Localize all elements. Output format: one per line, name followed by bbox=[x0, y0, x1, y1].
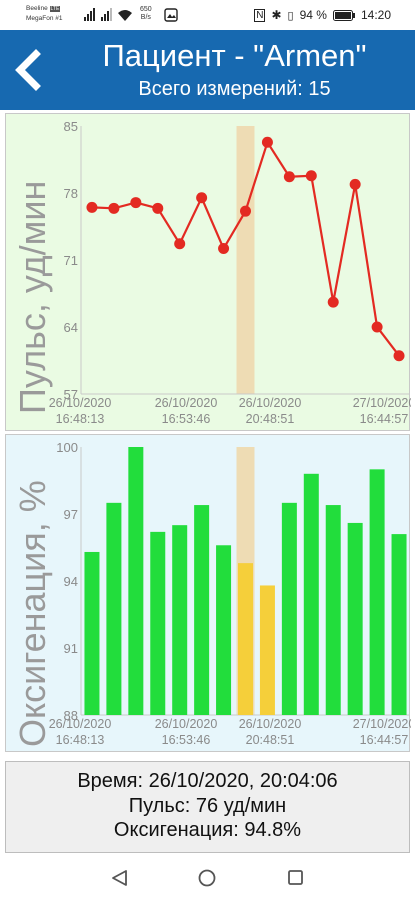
pulse-data-point bbox=[108, 202, 120, 214]
pulse-data-point bbox=[327, 296, 339, 308]
oxygenation-y-tick-label: 88 bbox=[64, 708, 78, 723]
speed-unit: B/s bbox=[140, 14, 151, 21]
network-speed: 650 B/s bbox=[140, 6, 152, 22]
pulse-y-axis-label: Пульс, уд/мин bbox=[12, 180, 53, 414]
clock: 14:20 bbox=[360, 8, 391, 22]
image-notification-icon bbox=[164, 8, 178, 22]
pulse-y-tick-label: 57 bbox=[64, 387, 78, 402]
measurement-info-box: Время: 26/10/2020, 20:04:06 Пульс: 76 уд… bbox=[5, 761, 410, 853]
measurement-count: Всего измерений: 15 bbox=[138, 78, 331, 100]
pulse-chart-panel[interactable]: Пульс, уд/мин 57 64 71 78 85 26/10/2020 16:48:… bbox=[5, 113, 415, 432]
oxygenation-bar bbox=[150, 531, 166, 715]
nfc-icon: N bbox=[254, 8, 266, 22]
speed-value: 650 bbox=[140, 6, 152, 13]
measurement-oxygenation: Оксигенация: 94.8% bbox=[113, 819, 302, 841]
oxygenation-x-tick-label: 27/10/2020 16:44:57 bbox=[353, 717, 411, 747]
pulse-x-tick-label: 26/10/2020 16:48:13 bbox=[49, 396, 112, 426]
status-bar: Beeline LTE MegaFon #1 650 B/s N ✱ ▯ 94 … bbox=[0, 0, 415, 30]
oxygenation-bar bbox=[303, 473, 319, 715]
oxygenation-y-axis-label: Оксигенация, % bbox=[12, 480, 53, 747]
pulse-data-point bbox=[218, 243, 230, 255]
carrier1-name: Beeline bbox=[26, 5, 48, 12]
oxygenation-bar bbox=[128, 447, 144, 715]
pulse-data-point bbox=[371, 321, 383, 333]
pulse-data-point bbox=[261, 136, 273, 148]
oxygenation-bar bbox=[259, 585, 275, 715]
oxygenation-bar bbox=[106, 502, 122, 715]
pulse-y-tick-label: 85 bbox=[64, 119, 78, 134]
status-right: N ✱ ▯ 94 % 14:20 bbox=[254, 8, 391, 22]
vibrate-icon: ▯ bbox=[287, 9, 294, 22]
oxygenation-bar bbox=[391, 534, 407, 715]
pulse-data-point bbox=[196, 192, 208, 204]
oxygenation-bar bbox=[281, 502, 297, 715]
oxygenation-bar bbox=[216, 545, 232, 715]
pulse-x-tick-label: 26/10/2020 20:48:51 bbox=[239, 396, 302, 426]
measurement-pulse: Пульс: 76 уд/мин bbox=[128, 794, 287, 817]
nav-recents-icon[interactable] bbox=[288, 870, 303, 885]
carrier2-name: MegaFon #1 bbox=[26, 15, 63, 22]
chevron-left-icon bbox=[15, 49, 41, 91]
pulse-data-point bbox=[393, 350, 405, 362]
oxygenation-bar bbox=[325, 505, 341, 715]
nav-back-icon[interactable] bbox=[112, 870, 127, 886]
nav-home-icon[interactable] bbox=[198, 869, 216, 887]
pulse-x-tick-label: 26/10/2020 16:53:46 bbox=[155, 396, 218, 426]
battery-icon bbox=[332, 9, 355, 21]
oxygenation-y-tick-label: 100 bbox=[56, 440, 78, 455]
oxygenation-x-tick-label: 26/10/2020 16:48:13 bbox=[49, 717, 112, 747]
pulse-y-tick-label: 64 bbox=[64, 320, 78, 335]
selected-measurement-highlight bbox=[236, 126, 255, 394]
oxygenation-y-tick-label: 94 bbox=[64, 574, 78, 589]
page-title: Пациент - "Armen" bbox=[102, 38, 367, 73]
oxygenation-y-tick-label: 91 bbox=[64, 641, 78, 656]
pulse-x-tick-label: 27/10/2020 16:44:57 bbox=[353, 396, 411, 426]
pulse-data-point bbox=[174, 238, 186, 250]
back-button[interactable] bbox=[10, 48, 44, 92]
carrier1-badge: LTE bbox=[49, 6, 61, 12]
oxygenation-chart-panel[interactable]: Оксигенация, % 88 91 94 97 100 26/10/2020 16:4… bbox=[5, 434, 415, 753]
pulse-data-point bbox=[349, 178, 361, 190]
battery-percent: 94 % bbox=[299, 8, 327, 22]
oxygenation-bar bbox=[238, 563, 253, 715]
pulse-data-point bbox=[283, 171, 295, 183]
pulse-data-point bbox=[130, 197, 142, 209]
bluetooth-icon: ✱ bbox=[271, 8, 282, 22]
oxygenation-bar bbox=[369, 469, 385, 715]
pulse-data-point bbox=[305, 170, 317, 182]
oxygenation-bar bbox=[84, 551, 100, 715]
carrier-info: Beeline LTE MegaFon #1 bbox=[26, 4, 63, 24]
oxygenation-chart[interactable]: 88 91 94 97 100 26/10/2020 16:48:13 26/10/2020 1… bbox=[6, 435, 415, 753]
oxygenation-bar bbox=[194, 505, 210, 715]
measurement-time: Время: 26/10/2020, 20:04:06 bbox=[77, 770, 338, 792]
oxygenation-x-tick-label: 26/10/2020 16:53:46 bbox=[155, 717, 218, 747]
pulse-y-tick-label: 71 bbox=[64, 253, 78, 268]
signal-icon bbox=[84, 8, 132, 21]
pulse-y-tick-label: 78 bbox=[64, 186, 78, 201]
pulse-chart[interactable]: 57 64 71 78 85 26/10/2020 16:48:13 26/10/2020 16… bbox=[6, 114, 415, 432]
pulse-data-point bbox=[240, 205, 251, 217]
app-header: Пациент - "Armen" Всего измерений: 15 bbox=[0, 30, 415, 110]
system-nav-bar bbox=[0, 856, 415, 900]
pulse-data-point bbox=[152, 202, 164, 214]
pulse-data-point bbox=[86, 201, 98, 213]
oxygenation-y-tick-label: 97 bbox=[64, 507, 78, 522]
oxygenation-bar bbox=[347, 522, 363, 715]
oxygenation-bar bbox=[172, 525, 188, 715]
oxygenation-x-tick-label: 26/10/2020 20:48:51 bbox=[239, 717, 302, 747]
